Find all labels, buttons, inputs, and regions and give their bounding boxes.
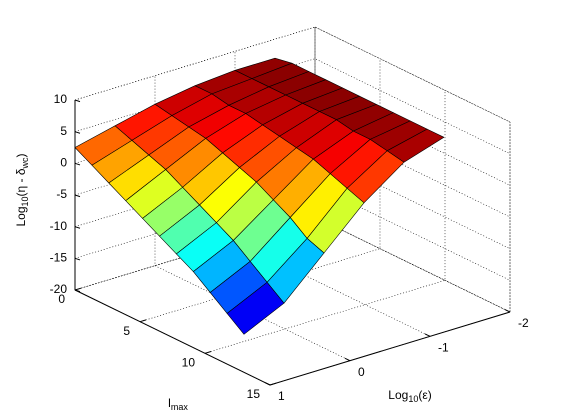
- y-tick-label: -2: [518, 316, 529, 330]
- y-tick-label: -1: [438, 341, 449, 355]
- z-tick: [74, 226, 81, 229]
- z-tick-label: -15: [50, 251, 68, 265]
- y-tick-label: 1: [278, 389, 285, 403]
- z-tick-label: 10: [54, 92, 68, 106]
- z-tick: [74, 162, 81, 166]
- z-tick-label: 5: [60, 124, 67, 138]
- z-tick-label: -20: [50, 282, 68, 296]
- x-axis-label: lmax: [168, 396, 188, 412]
- x-tick: [74, 287, 82, 291]
- x-tick-label: 0: [58, 292, 65, 306]
- z-label-part: (η - δ: [14, 168, 28, 196]
- y-tick: [344, 357, 351, 362]
- x-tick: [204, 351, 212, 354]
- y-label-sub: 10: [408, 394, 418, 404]
- y-tick: [264, 382, 271, 386]
- y-tick: [424, 333, 431, 337]
- z-label-part: Log: [14, 207, 28, 227]
- y-label-part: Log: [388, 388, 408, 402]
- x-label-part: l: [168, 396, 171, 410]
- z-tick: [74, 257, 81, 261]
- z-tick-label: 0: [60, 156, 67, 170]
- x-tick: [139, 319, 147, 323]
- grid-line: [154, 75, 351, 361]
- surface-patch: [226, 281, 285, 335]
- z-tick-label: -5: [56, 187, 67, 201]
- x-tick-label: 10: [182, 356, 196, 370]
- y-tick: [504, 309, 511, 313]
- z-label-sub: 10: [20, 196, 30, 206]
- y-label-part: (ε): [418, 388, 431, 402]
- x-tick-label: 5: [123, 324, 130, 338]
- y-axis-label: Log10(ε): [388, 388, 431, 404]
- z-tick: [74, 194, 81, 198]
- z-axis-label: Log10(η - δwc): [14, 153, 30, 226]
- x-label-sub: max: [171, 402, 189, 412]
- z-label-sub: wc: [20, 157, 30, 169]
- x-tick-label: 15: [247, 387, 261, 401]
- z-label-part: ): [14, 153, 28, 157]
- z-tick: [74, 131, 81, 134]
- z-tick: [74, 99, 81, 103]
- z-tick-label: -10: [50, 219, 68, 233]
- box-edge: [314, 26, 511, 123]
- y-tick-label: 0: [358, 365, 365, 379]
- x-axis: [74, 289, 271, 386]
- y-axis: [269, 311, 511, 386]
- x-tick: [269, 382, 277, 386]
